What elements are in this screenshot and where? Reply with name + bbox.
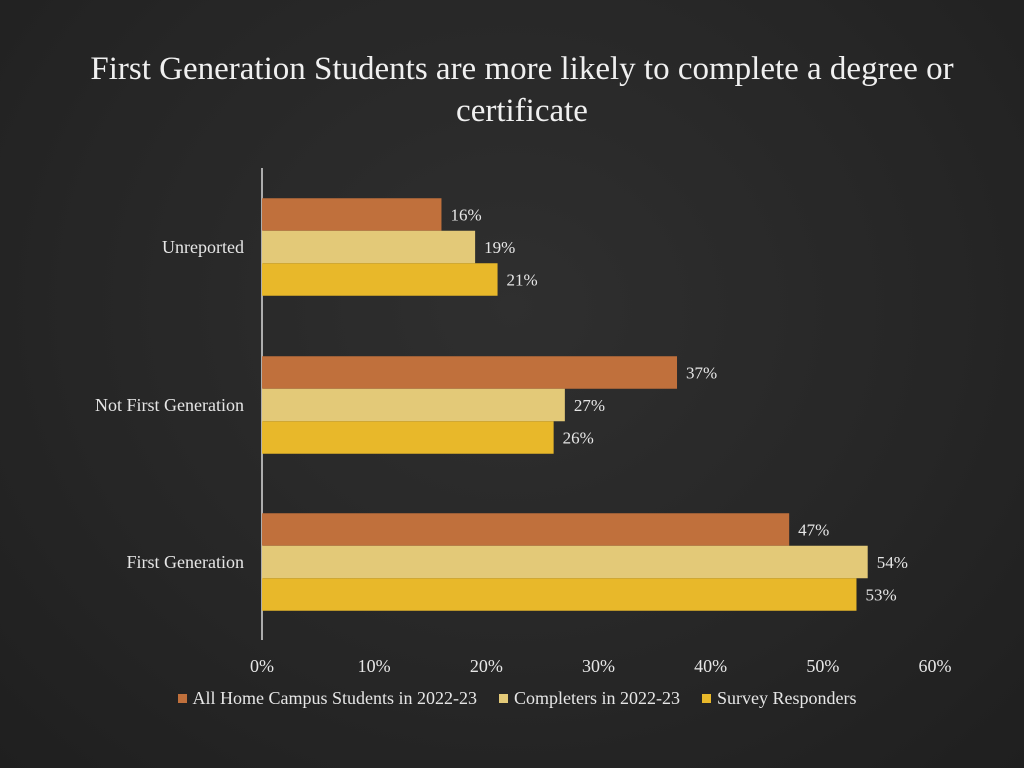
legend-swatch xyxy=(499,694,509,703)
bar-1-3 xyxy=(262,513,790,546)
data-label: 16% xyxy=(450,206,481,225)
data-label: 54% xyxy=(877,553,908,572)
x-tick-label: 10% xyxy=(358,656,391,676)
bar-3-2 xyxy=(262,421,554,454)
category-label: Unreported xyxy=(162,237,244,257)
legend-swatch xyxy=(702,694,711,703)
legend-item: Completers in 2022-23 xyxy=(499,688,680,709)
x-tick-label: 50% xyxy=(806,656,839,676)
legend-swatch xyxy=(177,694,187,703)
data-label: 27% xyxy=(574,396,605,415)
x-tick-label: 0% xyxy=(250,656,274,676)
chart-title: First Generation Students are more likel… xyxy=(90,51,954,129)
legend-label: Completers in 2022-23 xyxy=(514,688,680,708)
data-label: 37% xyxy=(686,364,717,383)
legend-label: Survey Responders xyxy=(717,688,857,708)
chart-legend: All Home Campus Students in 2022-23 Compl… xyxy=(0,688,1024,709)
category-label: First Generation xyxy=(127,552,244,572)
legend-item: All Home Campus Students in 2022-23 xyxy=(177,688,478,709)
bar-2-2 xyxy=(262,388,565,422)
data-label: 47% xyxy=(798,521,829,540)
category-label: Not First Generation xyxy=(95,395,244,415)
x-tick-label: 30% xyxy=(582,656,615,676)
bar-2-3 xyxy=(262,545,868,579)
data-label: 19% xyxy=(484,238,515,257)
bar-3-1 xyxy=(262,263,498,296)
x-tick-label: 20% xyxy=(470,656,503,676)
data-label: 53% xyxy=(865,586,896,605)
legend-item: Survey Responders xyxy=(702,688,856,709)
data-label: 26% xyxy=(563,429,594,448)
bar-2-1 xyxy=(262,230,476,264)
legend-label: All Home Campus Students in 2022-23 xyxy=(192,688,478,708)
x-tick-label: 60% xyxy=(919,656,952,676)
x-tick-label: 40% xyxy=(694,656,727,676)
data-label: 21% xyxy=(507,271,538,290)
bar-1-1 xyxy=(262,198,442,231)
bar-3-3 xyxy=(262,578,857,611)
bar-1-2 xyxy=(262,356,678,389)
